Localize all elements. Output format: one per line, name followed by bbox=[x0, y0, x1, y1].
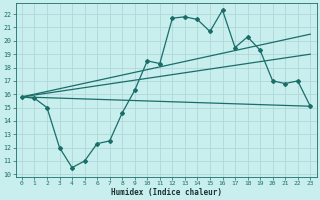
X-axis label: Humidex (Indice chaleur): Humidex (Indice chaleur) bbox=[111, 188, 221, 197]
